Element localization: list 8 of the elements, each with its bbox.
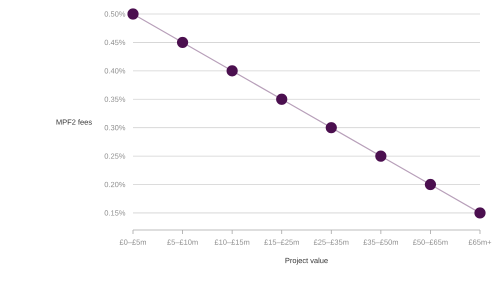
point bbox=[424, 178, 436, 190]
point bbox=[276, 94, 288, 105]
point bbox=[127, 8, 139, 20]
point bbox=[326, 122, 337, 134]
point bbox=[226, 65, 238, 76]
point bbox=[474, 207, 486, 219]
point bbox=[375, 150, 386, 162]
point bbox=[176, 36, 188, 48]
